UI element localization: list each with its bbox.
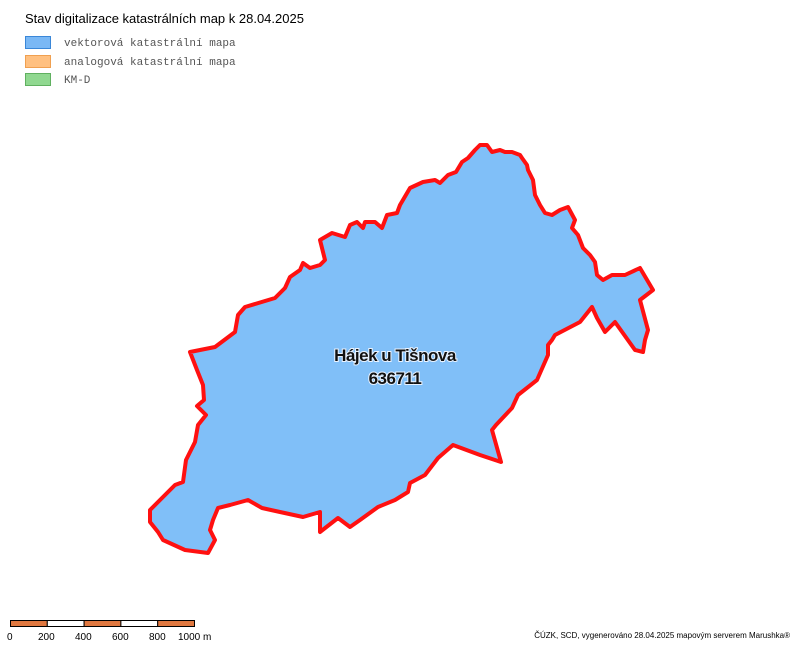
scale-bar bbox=[10, 620, 195, 627]
area-code: 636711 bbox=[369, 369, 422, 388]
scale-segment bbox=[157, 620, 195, 627]
legend-swatch bbox=[25, 73, 51, 86]
scale-segment bbox=[83, 620, 122, 627]
scale-label: 600 bbox=[112, 632, 129, 643]
scale-segment bbox=[46, 620, 85, 627]
cadastral-area bbox=[148, 143, 655, 555]
scale-label: 200 bbox=[38, 632, 55, 643]
scale-label: 400 bbox=[75, 632, 92, 643]
scale-label: 800 bbox=[149, 632, 166, 643]
legend-label: analogová katastrální mapa bbox=[64, 57, 236, 69]
credits: ČÚZK, SCD, vygenerováno 28.04.2025 mapov… bbox=[534, 631, 790, 640]
legend-label: vektorová katastrální mapa bbox=[64, 38, 236, 50]
legend-swatch bbox=[25, 36, 51, 49]
scale-label: 1000 m bbox=[178, 632, 211, 643]
map-title: Stav digitalizace katastrálních map k 28… bbox=[25, 11, 304, 26]
legend-label: KM-D bbox=[64, 75, 91, 87]
scale-segment bbox=[120, 620, 159, 627]
legend-swatch bbox=[25, 55, 51, 68]
area-name: Hájek u Tišnova bbox=[334, 346, 457, 365]
scale-label: 0 bbox=[7, 632, 13, 643]
scale-segment bbox=[10, 620, 48, 627]
